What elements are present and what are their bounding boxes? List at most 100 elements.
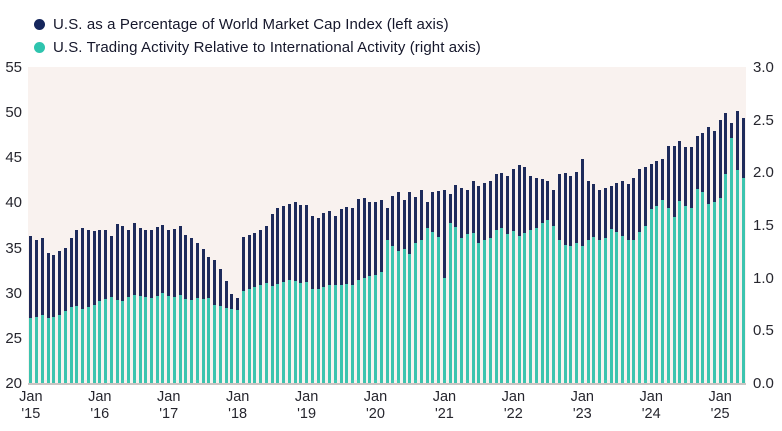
left-axis-tick: 20 xyxy=(5,375,22,392)
legend-label: U.S. as a Percentage of World Market Cap… xyxy=(53,16,449,33)
bar-trading-activity xyxy=(523,233,527,383)
bar-trading-activity xyxy=(718,197,722,383)
bar-trading-activity xyxy=(230,309,234,383)
bar-trading-activity xyxy=(259,285,263,383)
bar-trading-activity xyxy=(575,242,579,383)
bar-trading-activity xyxy=(483,239,487,383)
bar-trading-activity xyxy=(195,297,199,383)
bar-trading-activity xyxy=(712,201,716,383)
bar-trading-activity xyxy=(264,282,268,383)
right-axis-tick: 2.5 xyxy=(753,111,774,129)
x-axis-label: Jan '25 xyxy=(708,389,732,422)
bar-trading-activity xyxy=(178,294,182,383)
bar-trading-activity xyxy=(144,296,148,383)
bar-trading-activity xyxy=(563,245,567,383)
bar-trading-activity xyxy=(322,287,326,383)
x-axis-line xyxy=(28,383,746,385)
bar-trading-activity xyxy=(580,246,584,383)
bar-trading-activity xyxy=(741,177,745,383)
bar-trading-activity xyxy=(241,291,245,383)
bar-trading-activity xyxy=(104,298,108,383)
bar-trading-activity xyxy=(253,287,257,383)
bar-trading-activity xyxy=(368,275,372,383)
bar-trading-activity xyxy=(707,203,711,383)
bar-trading-activity xyxy=(184,298,188,383)
bar-trading-activity xyxy=(161,293,165,383)
bar-market-cap xyxy=(86,230,90,383)
bar-trading-activity xyxy=(167,295,171,383)
bar-trading-activity xyxy=(672,216,676,383)
left-axis-tick: 50 xyxy=(5,104,22,122)
bar-market-cap xyxy=(40,237,44,383)
bar-trading-activity xyxy=(121,300,125,383)
bar-trading-activity xyxy=(552,226,556,383)
left-axis-tick: 30 xyxy=(5,284,22,302)
bar-trading-activity xyxy=(109,296,113,383)
bar-trading-activity xyxy=(701,192,705,383)
bar-trading-activity xyxy=(201,298,205,383)
bar-trading-activity xyxy=(379,272,383,383)
bar-trading-activity xyxy=(69,307,73,383)
x-axis-label: Jan '20 xyxy=(363,389,388,422)
bar-trading-activity xyxy=(81,309,85,383)
bar-trading-activity xyxy=(546,219,550,383)
bar-trading-activity xyxy=(414,242,418,383)
bar-trading-activity xyxy=(391,246,395,383)
legend-item-trading-activity: U.S. Trading Activity Relative to Intern… xyxy=(34,36,481,59)
left-axis-tick: 55 xyxy=(5,59,22,76)
bar-trading-activity xyxy=(385,239,389,383)
bar-trading-activity xyxy=(46,317,50,383)
bar-trading-activity xyxy=(419,239,423,383)
x-axis-label: Jan '18 xyxy=(225,389,250,422)
bar-trading-activity xyxy=(310,289,314,383)
right-axis-tick: 0.0 xyxy=(753,375,774,392)
bar-trading-activity xyxy=(52,316,56,383)
bar-trading-activity xyxy=(448,222,452,383)
bar-trading-activity xyxy=(666,208,670,383)
bar-trading-activity xyxy=(218,306,222,383)
bar-trading-activity xyxy=(127,296,131,383)
left-axis-tick: 40 xyxy=(5,194,22,212)
bar-trading-activity xyxy=(557,239,561,383)
x-axis-label: Jan '16 xyxy=(88,389,112,422)
bar-trading-activity xyxy=(500,228,504,383)
bar-trading-activity xyxy=(592,236,596,383)
bar-trading-activity xyxy=(511,231,515,383)
left-axis-tick: 35 xyxy=(5,239,22,257)
bar-trading-activity xyxy=(402,249,406,383)
bar-trading-activity xyxy=(328,285,332,383)
bar-trading-activity xyxy=(442,277,446,383)
bar-trading-activity xyxy=(684,206,688,383)
bar-trading-activity xyxy=(471,233,475,383)
bar-trading-activity xyxy=(213,305,217,383)
bar-trading-activity xyxy=(454,227,458,383)
bar-trading-activity xyxy=(488,237,492,383)
bar-trading-activity xyxy=(603,237,607,383)
bar-trading-activity xyxy=(40,314,44,383)
bar-trading-activity xyxy=(626,239,630,383)
right-axis-tick: 2.0 xyxy=(753,164,774,182)
bar-trading-activity xyxy=(58,314,62,383)
x-axis-label: Jan '21 xyxy=(432,389,457,422)
bar-trading-activity xyxy=(270,286,274,383)
bar-trading-activity xyxy=(609,229,613,383)
bar-trading-activity xyxy=(316,289,320,383)
right-axis-tick: 1.5 xyxy=(753,217,774,234)
bar-trading-activity xyxy=(305,281,309,383)
bar-trading-activity xyxy=(586,239,590,383)
bar-trading-activity xyxy=(695,189,699,383)
bar-trading-activity xyxy=(345,283,349,383)
bar-trading-activity xyxy=(75,306,79,383)
bar-trading-activity xyxy=(299,282,303,383)
bar-market-cap xyxy=(35,240,39,383)
bar-trading-activity xyxy=(621,235,624,383)
bar-trading-activity xyxy=(638,232,642,383)
legend-dot-teal-icon xyxy=(34,42,45,53)
bar-trading-activity xyxy=(506,234,510,383)
bar-trading-activity xyxy=(615,232,619,383)
bar-trading-activity xyxy=(374,274,377,383)
bar-trading-activity xyxy=(63,311,67,383)
bar-trading-activity xyxy=(724,174,728,383)
bar-trading-activity xyxy=(172,296,176,383)
